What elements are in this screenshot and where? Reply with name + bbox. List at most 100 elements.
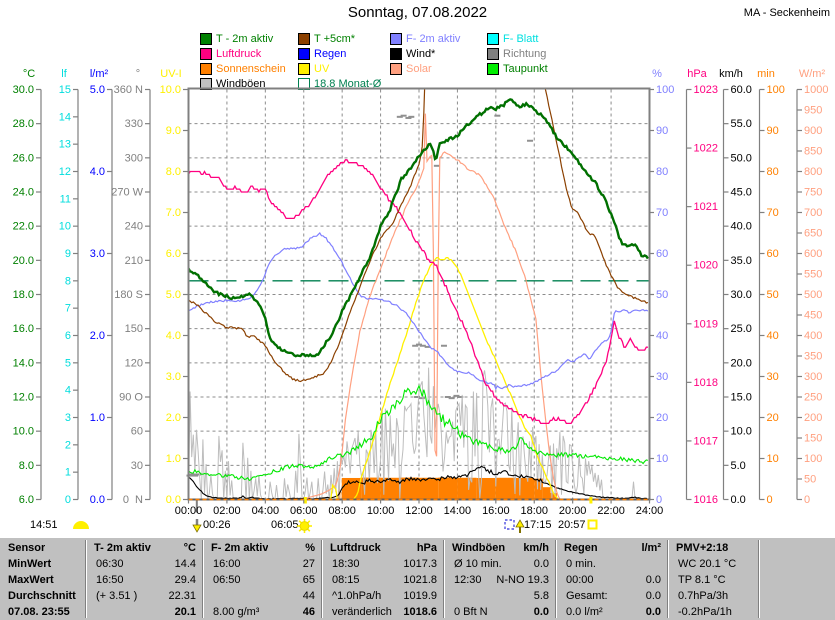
- axis-tick-label: 450: [804, 310, 822, 322]
- table-value-time: 16:50: [96, 574, 124, 586]
- table-col-header: Windböen: [452, 542, 506, 554]
- axis-tick-label: 1.0: [90, 412, 105, 424]
- time-axis-label: 02:00: [213, 505, 241, 517]
- time-axis-label: 12:00: [405, 505, 433, 517]
- legend-item-label: Richtung: [503, 48, 547, 60]
- axis-tick-label: 600: [804, 248, 822, 260]
- legend-item-label: T +5cm*: [314, 33, 356, 45]
- time-axis-label: 00:00: [175, 505, 203, 517]
- table-col-header: Luftdruck: [330, 542, 381, 554]
- table-divider: [202, 540, 203, 618]
- weather-chart[interactable]: 30.028.026.024.022.020.018.016.014.012.0…: [0, 0, 835, 538]
- table-value: 27: [302, 558, 315, 570]
- axis-temp: 30.0 28.0 26.0 24.0 22.0 20.0 18.0 16.0 14.0 12.0…: [13, 68, 42, 506]
- sunshine-duration-bars-sunshine-bar: [340, 492, 342, 500]
- series-lines: [188, 88, 649, 500]
- axis-tick-label: 90 O: [119, 392, 143, 404]
- axis-dir: 360 N 330 300 270 W 240 210 180 S 150 120 90 O 60 3…: [111, 68, 151, 506]
- table-divider-highlight: [86, 540, 87, 618]
- legend-swatch-icon: [487, 33, 499, 45]
- axis-tick-label: 400: [804, 330, 822, 342]
- axis-tick-label: 20: [656, 412, 668, 424]
- station-name: MA - Seckenheim: [743, 7, 830, 19]
- axis-hpa: 1023 1022 1021 1020 1019 1018 1017 1016 hPa: [685, 68, 718, 506]
- axis-tick-label: 70: [656, 207, 668, 219]
- table-col-header: PMV+2:18: [676, 542, 729, 554]
- moon-time-label: 14:51: [30, 519, 58, 531]
- table-col-unit: km/h: [523, 542, 549, 554]
- sunshine-duration-bars-sunshine-bar: [495, 477, 516, 500]
- axis-tick-label: 50.0: [731, 152, 752, 164]
- axis-tick-label: 1: [65, 467, 71, 479]
- axis-tick-label: 650: [804, 228, 822, 240]
- sunrise-sun-icon-icon-svg: [297, 519, 312, 533]
- series-line-pressure: [188, 159, 648, 425]
- table-divider-highlight: [444, 540, 445, 618]
- table-divider: [85, 540, 86, 618]
- axis-tick-label: 330: [125, 118, 143, 130]
- axis-header-pct: %: [652, 68, 662, 80]
- axis-tick-label: 9: [65, 248, 71, 260]
- axis-tick-label: 14.0: [13, 357, 34, 369]
- table-divider-highlight: [322, 540, 323, 618]
- table-divider: [667, 540, 668, 618]
- table-value: 29.4: [174, 574, 196, 586]
- axis-tick-label: 700: [804, 207, 822, 219]
- time-axis-label: 18:00: [520, 505, 548, 517]
- legend-item-label: Luftdruck: [216, 48, 262, 60]
- time-axis-label: 10:00: [367, 505, 395, 517]
- axis-tick-label: 70: [767, 207, 779, 219]
- axis-tick-label: 1016: [694, 494, 718, 506]
- axis-uv: 10.0 9.0 8.0 7.0 6.0 5.0 4.0 3.0 2.0 1.0 0.0 UV-I: [160, 68, 188, 506]
- axis-tick-label: 210: [125, 255, 143, 267]
- axis-tick-label: 3.0: [90, 248, 105, 260]
- table-value: 65: [302, 574, 315, 586]
- axis-tick-label: 4: [65, 385, 71, 397]
- table-value: 14.4: [174, 558, 196, 570]
- moonrise-arrow-icon-icon-svg-shape-path: [515, 519, 525, 528]
- axis-tick-label: 300: [125, 152, 143, 164]
- axis-tick-label: 8.0: [19, 460, 34, 472]
- table-value-time: 0 min.: [566, 558, 596, 570]
- axis-tick-label: 5: [65, 357, 71, 369]
- axis-tick-label: 60.0: [731, 84, 752, 96]
- table-value: 0.0: [645, 606, 661, 618]
- moon-icon: [72, 519, 90, 534]
- series-line-dewpoint: [188, 384, 649, 482]
- sunrise-time-label: 06:05: [271, 519, 299, 531]
- sunshine-duration-bars-sunshine-bar: [399, 477, 419, 500]
- sensor-summary-table: Sensor MinWert MaxWert Durchschnitt 07.08. 2…: [0, 538, 835, 620]
- axis-tick-label: 1020: [694, 260, 718, 272]
- axis-tick-label: 0.0: [731, 494, 746, 506]
- series-line-humidity: [188, 232, 649, 391]
- legend-item-label: Sonnenschein: [216, 63, 286, 75]
- axis-tick-label: 30: [767, 371, 779, 383]
- axis-tick-label: 16.0: [13, 323, 34, 335]
- sunset-time-label: 20:57: [558, 519, 586, 531]
- moon-phase-icon-icon-svg: [504, 519, 515, 530]
- table-value-time: 18:30: [332, 558, 360, 570]
- axis-tick-label: 6: [65, 330, 71, 342]
- table-value-time: 0.0 l/m²: [566, 606, 603, 618]
- table-divider-highlight: [668, 540, 669, 618]
- table-divider: [555, 540, 556, 618]
- legend-swatch-icon: [390, 48, 402, 60]
- table-col-header: T- 2m aktiv: [94, 542, 151, 554]
- table-divider-highlight: [759, 540, 760, 618]
- axis-header-uv: UV-I: [160, 68, 181, 80]
- sunshine-duration-bars: [337, 477, 557, 500]
- axis-tick-label: 10.0: [160, 84, 181, 96]
- axis-tick-label: 2.0: [166, 412, 181, 424]
- axis-tick-label: 20.0: [731, 357, 752, 369]
- axis-tick-label: 350: [804, 351, 822, 363]
- axis-tick-label: 14: [59, 111, 71, 123]
- legend-swatch-icon: [298, 48, 310, 60]
- table-row-label: MaxWert: [8, 574, 54, 586]
- axis-tick-label: 26.0: [13, 152, 34, 164]
- axis-tick-label: 15: [59, 84, 71, 96]
- wind-direction-marks: [186, 114, 534, 477]
- axis-tick-label: 900: [804, 125, 822, 137]
